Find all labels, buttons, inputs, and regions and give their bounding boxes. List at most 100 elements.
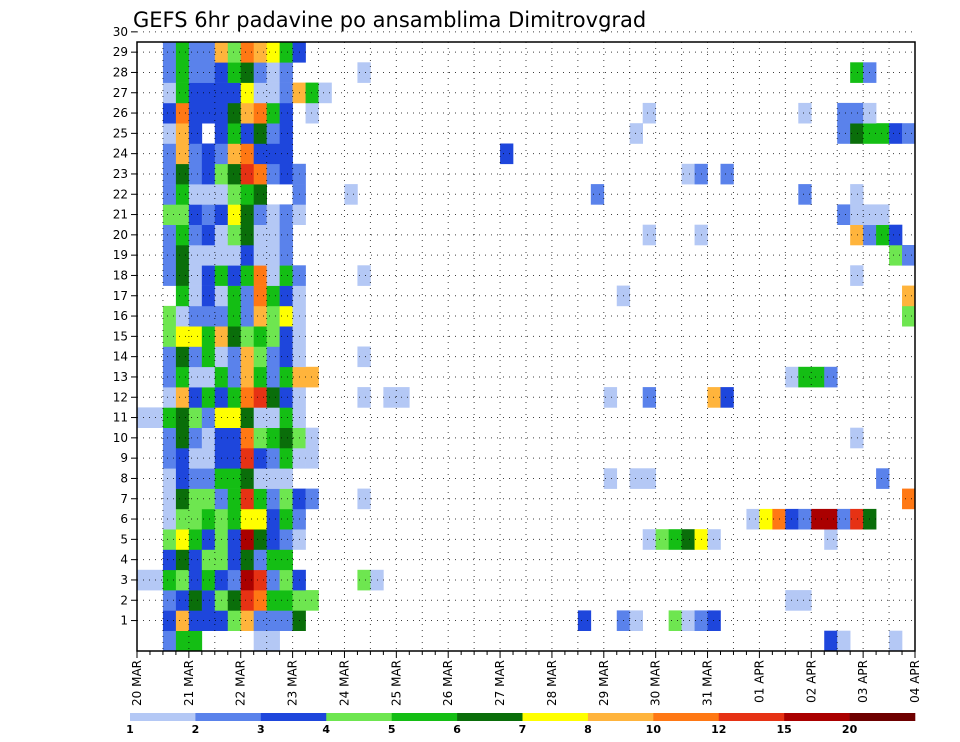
heatmap-cell — [162, 123, 177, 144]
heatmap-cell — [837, 204, 851, 225]
heatmap-cell — [240, 184, 254, 205]
heatmap-cell — [201, 285, 216, 307]
heatmap-cell — [227, 285, 242, 307]
y-tick-label: 8 — [120, 471, 128, 485]
colorbar-label: 1 — [126, 723, 134, 736]
heatmap-cell — [357, 346, 371, 368]
heatmap-cell — [253, 265, 267, 286]
x-tick-label: 31 MAR — [701, 660, 715, 706]
y-tick-label: 19 — [113, 248, 128, 262]
y-tick-label: 5 — [120, 532, 128, 546]
y-tick-label: 6 — [120, 512, 128, 526]
heatmap-cell — [240, 245, 254, 266]
heatmap-cell — [253, 285, 267, 307]
heatmap-cell — [188, 82, 242, 104]
heatmap-cell — [175, 285, 190, 307]
heatmap-cell — [279, 245, 293, 266]
colorbar-swatch — [391, 713, 458, 721]
heatmap-cell — [266, 305, 280, 327]
heatmap-cell — [162, 427, 177, 449]
y-tick-label: 30 — [113, 25, 128, 39]
heatmap-cell — [188, 488, 216, 510]
x-tick-label: 24 MAR — [337, 660, 351, 706]
heatmap-cell — [889, 630, 903, 652]
heatmap-cell — [162, 163, 177, 185]
heatmap-cell — [837, 123, 851, 144]
heatmap-cell — [266, 529, 280, 550]
heatmap-cell — [201, 427, 216, 449]
heatmap-cell — [279, 224, 293, 246]
heatmap-cell — [720, 387, 734, 408]
heatmap-cell — [227, 42, 242, 63]
colorbar-label: 4 — [322, 723, 330, 736]
heatmap-cell — [188, 62, 216, 83]
heatmap-cell — [279, 305, 293, 327]
y-tick-label: 27 — [113, 86, 128, 100]
heatmap-cell — [642, 529, 656, 550]
heatmap-cell — [240, 468, 254, 489]
heatmap-cell — [253, 427, 267, 449]
heatmap-cell — [253, 245, 280, 266]
heatmap-cell — [305, 448, 319, 469]
heatmap-cell — [227, 184, 242, 205]
heatmap-cell — [162, 184, 177, 205]
heatmap-cell — [266, 387, 280, 408]
heatmap-cell — [279, 346, 293, 368]
heatmap-cell — [227, 123, 242, 144]
heatmap-cell — [162, 407, 177, 428]
y-tick-label: 26 — [113, 106, 128, 120]
heatmap-cell — [279, 407, 293, 428]
colorbar-swatch — [260, 713, 327, 721]
heatmap-cell — [175, 102, 190, 124]
heatmap-cell — [305, 102, 319, 124]
heatmap-cell — [629, 123, 643, 144]
heatmap-cell — [681, 610, 695, 631]
heatmap-cell — [188, 427, 203, 449]
heatmap-cell — [201, 224, 216, 246]
heatmap-cell — [175, 407, 190, 428]
heatmap-cell — [188, 143, 203, 165]
heatmap-cell — [629, 610, 643, 631]
heatmap-cell — [201, 143, 216, 165]
heatmap-cell — [240, 508, 267, 530]
heatmap-cell — [227, 204, 242, 225]
heatmap-cell — [175, 346, 190, 368]
heatmap-cell — [188, 102, 216, 124]
heatmap-cell — [850, 265, 864, 286]
heatmap-cell — [188, 366, 216, 388]
heatmap-cell — [162, 82, 177, 104]
heatmap-cell — [279, 366, 293, 388]
heatmap-cell — [227, 610, 242, 631]
heatmap-cells — [137, 42, 916, 652]
colorbar-swatch — [195, 713, 262, 721]
heatmap-cell — [642, 102, 656, 124]
heatmap-cell — [279, 326, 293, 347]
heatmap-cell — [253, 569, 267, 591]
heatmap-cell — [577, 610, 592, 631]
heatmap-cell — [253, 346, 267, 368]
heatmap-cell — [227, 62, 242, 83]
y-tick-label: 29 — [113, 45, 128, 59]
heatmap-cell — [240, 305, 254, 327]
heatmap-cell — [227, 346, 242, 368]
colorbar-label: 8 — [584, 723, 592, 736]
heatmap-cell — [201, 529, 216, 550]
heatmap-cell — [850, 427, 864, 449]
heatmap-cell — [162, 305, 177, 327]
heatmap-cell — [175, 549, 190, 571]
heatmap-cell — [175, 305, 190, 327]
heatmap-cell — [240, 346, 254, 368]
heatmap-cell — [642, 224, 656, 246]
heatmap-cell — [266, 102, 280, 124]
heatmap-cell — [746, 508, 760, 530]
heatmap-cell — [175, 529, 190, 550]
heatmap-cell — [266, 204, 280, 225]
colorbar-swatch — [522, 713, 589, 721]
heatmap-cell — [253, 42, 267, 63]
heatmap-cell — [357, 62, 371, 83]
heatmap-cell — [227, 163, 242, 185]
heatmap-cell — [240, 448, 254, 469]
heatmap-cell — [253, 387, 267, 408]
colorbar-label: 12 — [711, 723, 726, 736]
